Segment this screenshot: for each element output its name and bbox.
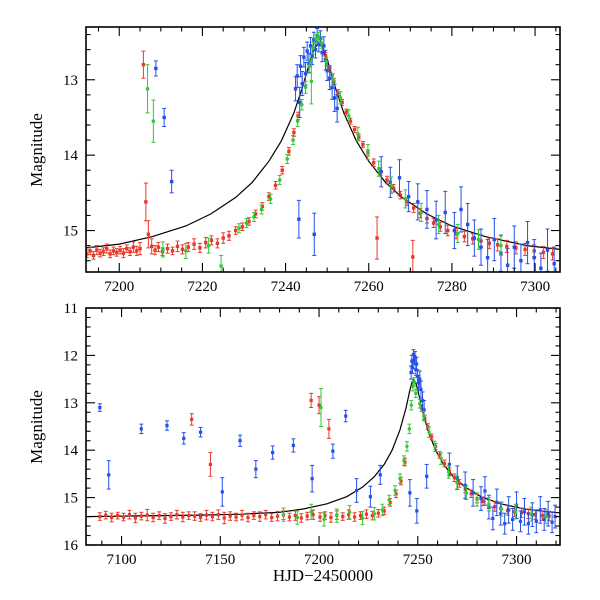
y-tick-label: 16 — [63, 538, 79, 554]
y-tick-label: 13 — [63, 73, 78, 89]
y-tick-labels: 13 14 15 — [63, 73, 79, 240]
series-green-points — [145, 31, 503, 272]
series-green-points — [281, 377, 548, 527]
y-tick-label: 15 — [63, 224, 78, 240]
y-tick-labels: 11 12 13 14 15 16 — [63, 301, 79, 554]
y-tick-label: 15 — [63, 491, 78, 507]
y-tick-label: 13 — [63, 396, 78, 412]
y-tick-label: 14 — [63, 148, 79, 164]
x-tick-label: 7300 — [520, 279, 550, 295]
x-tick-label: 7300 — [502, 552, 532, 568]
x-tick-label: 7150 — [205, 552, 235, 568]
series-blue-points — [153, 28, 557, 272]
top-y-axis-title: Magnitude — [27, 113, 46, 187]
y-tick-label: 14 — [63, 443, 79, 459]
model-curve — [86, 41, 560, 250]
x-tick-label: 7240 — [271, 279, 301, 295]
series-red-points — [86, 50, 555, 272]
top-panel: 7200 7220 7240 7260 7280 7300 13 14 15 — [63, 26, 561, 295]
x-tick-label: 7260 — [354, 279, 384, 295]
axes-frame — [85, 26, 561, 273]
series-blue-points — [97, 349, 558, 535]
bottom-y-axis-title: Magnitude — [27, 390, 46, 464]
axes-frame — [85, 307, 561, 546]
plot-area — [86, 349, 560, 535]
x-axis-title: HJD−2450000 — [272, 566, 374, 585]
x-tick-label: 7250 — [403, 552, 433, 568]
x-tick-label: 7200 — [104, 279, 134, 295]
x-tick-labels: 7200 7220 7240 7260 7280 7300 — [104, 279, 550, 295]
plot-area — [86, 28, 560, 272]
y-tick-label: 11 — [64, 301, 78, 317]
x-tick-labels: 7100 7150 7200 7250 7300 — [107, 552, 532, 568]
x-tick-label: 7220 — [187, 279, 217, 295]
x-tick-label: 7280 — [437, 279, 467, 295]
x-tick-label: 7200 — [304, 552, 334, 568]
bottom-panel: 7100 7150 7200 7250 7300 11 12 13 14 15 16 — [63, 301, 561, 568]
x-tick-label: 7100 — [107, 552, 137, 568]
y-tick-label: 12 — [63, 348, 78, 364]
